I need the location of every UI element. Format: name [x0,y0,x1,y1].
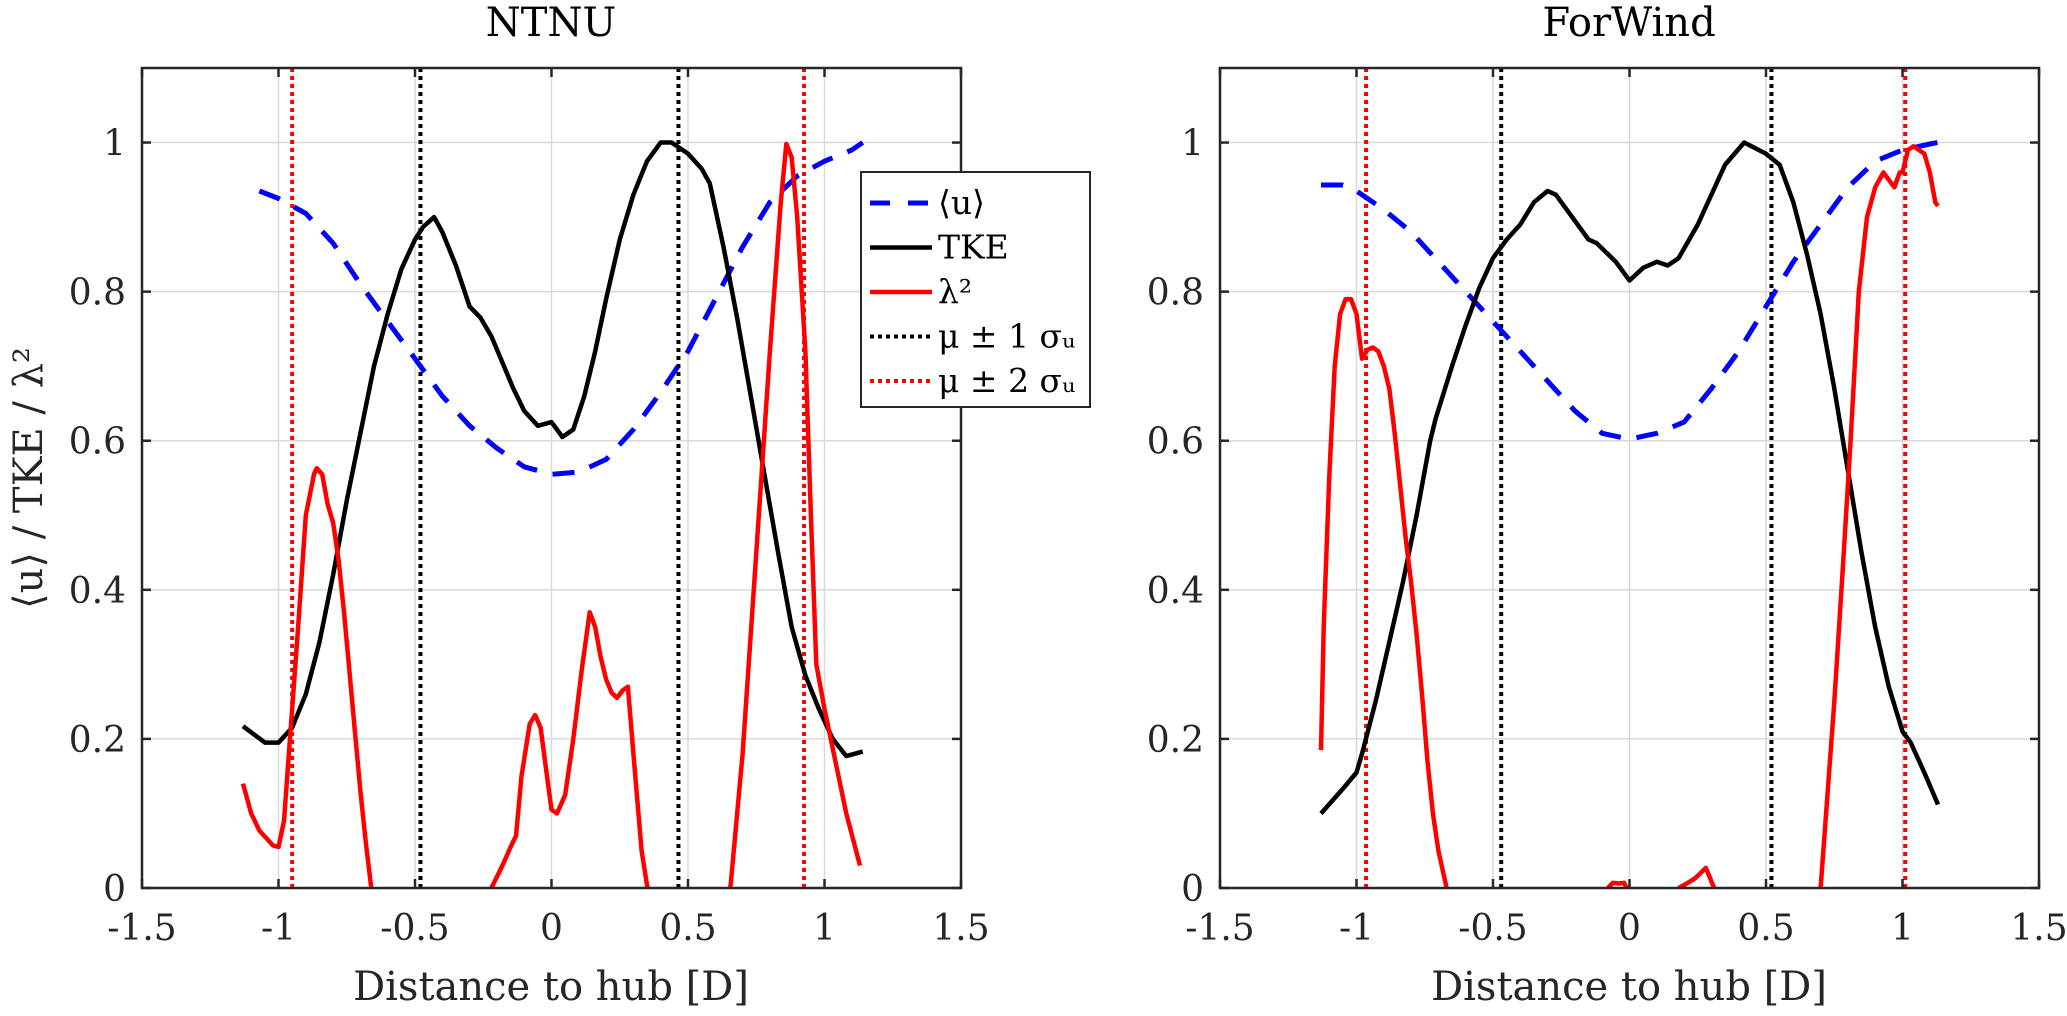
y-tick-label: 0 [1181,869,1204,910]
legend-box [860,171,1091,408]
x-tick-label: 1 [813,908,836,949]
x-tick-label: -1.5 [107,908,176,949]
y-tick-label: 1 [1181,124,1204,165]
x-tick-label: -1 [261,908,296,949]
series-tke-line [241,140,864,759]
panel-title: ForWind [1542,0,1715,46]
y-tick-label: 0.6 [1147,422,1204,463]
y-tick-label: 0.6 [69,422,126,463]
series-mean-u-line [258,140,865,477]
x-axis-label: Distance to hub [D] [353,964,749,1010]
panel-title: NTNU [486,0,616,46]
x-tick-label: 1.5 [2010,908,2067,949]
legend-label-mean-u: ⟨u⟩ [938,183,985,222]
x-tick-label: 1 [1891,908,1914,949]
y-tick-label: 0.2 [69,720,126,761]
x-axis-label: Distance to hub [D] [1431,964,1827,1010]
y-tick-label: 1 [103,124,126,165]
x-tick-label: -1 [1339,908,1374,949]
legend-label-sigma2: μ ± 2 σᵤ [938,361,1075,400]
x-tick-label: 0.5 [659,908,716,949]
series-tke-line [1319,140,1941,815]
x-tick-label: 0.5 [1737,908,1794,949]
y-axis-label: ⟨u⟩ / TKE / λ² [6,347,52,609]
x-tick-label: 0 [540,908,563,949]
series-lambda2-line [1677,865,1717,888]
series-lambda2-line [489,609,650,888]
legend-label-sigma1: μ ± 1 σᵤ [938,317,1075,356]
series-lambda2-line [240,466,374,888]
series-lambda2-line [1318,296,1449,888]
y-tick-label: 0.4 [69,571,126,612]
y-tick-label: 0.8 [69,273,126,314]
legend-label-tke: TKE [938,228,1009,267]
y-tick-label: 0.4 [1147,571,1204,612]
y-tick-label: 0.2 [1147,720,1204,761]
x-tick-label: -0.5 [380,908,449,949]
series-lambda2-line [1818,144,1940,888]
x-tick-label: 1.5 [932,908,989,949]
x-tick-label: -0.5 [1458,908,1527,949]
x-tick-label: 0 [1618,908,1641,949]
series-lambda2-line [728,141,863,888]
legend: ⟨u⟩ TKE λ² μ ± 1 σᵤ μ ± 2 σᵤ [860,171,1091,408]
y-tick-label: 0.8 [1147,273,1204,314]
panel-forwind: ForWind Distance to hub [D] -1.5 -1 -0.5 0 0… [1147,0,2067,1010]
x-tick-label: -1.5 [1185,908,1254,949]
legend-label-lambda2: λ² [938,272,972,311]
panel-ntnu: NTNU Distance to hub [D] -1.5 -1 -0.5 0 0.5 1… [69,0,1091,1010]
series-lambda2-line [1606,880,1629,888]
y-tick-label: 0 [103,869,126,910]
